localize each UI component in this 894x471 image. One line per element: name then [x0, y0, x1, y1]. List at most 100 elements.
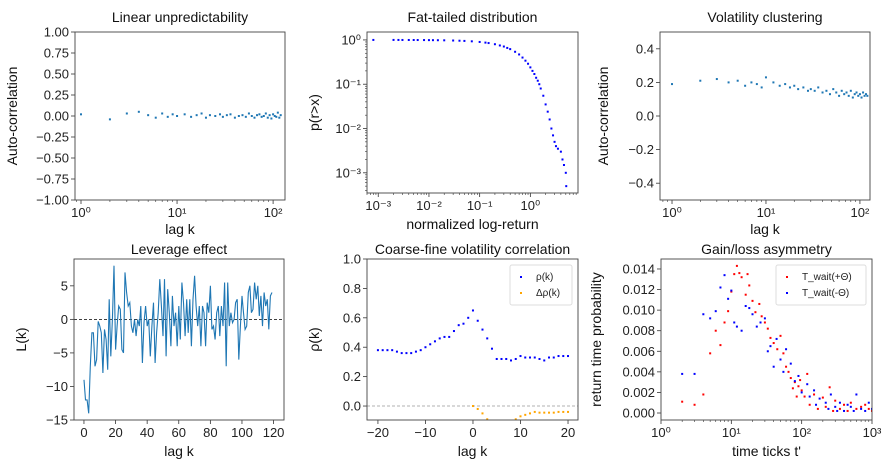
data-point	[827, 407, 830, 410]
data-point	[458, 39, 461, 42]
data-point	[244, 115, 247, 118]
data-point	[719, 286, 722, 289]
data-point	[836, 409, 839, 412]
legend-frame	[775, 264, 867, 306]
data-point	[487, 42, 490, 45]
y-tick-label: 0.8	[343, 281, 361, 296]
data-point	[846, 409, 849, 412]
data-point	[416, 39, 419, 42]
data-point	[237, 115, 240, 117]
data-point	[847, 94, 850, 97]
data-point	[800, 391, 803, 394]
y-axis-label: return time probability	[588, 272, 604, 407]
data-point	[562, 355, 565, 358]
data-point	[392, 38, 395, 41]
data-point	[452, 39, 455, 42]
data-point	[529, 66, 532, 69]
data-point	[769, 336, 772, 339]
data-point	[476, 319, 479, 322]
data-point	[849, 405, 852, 408]
legend-label: T_wait(-Θ)	[802, 288, 849, 299]
data-point	[514, 357, 517, 360]
data-point	[484, 41, 487, 44]
data-point	[867, 407, 870, 410]
data-point	[229, 113, 232, 116]
data-point	[855, 407, 858, 410]
data-point	[795, 395, 798, 398]
data-point	[808, 395, 811, 398]
data-point	[813, 89, 816, 92]
data-point	[125, 112, 128, 115]
data-point	[557, 410, 560, 413]
x-tick-label: −20	[367, 425, 389, 440]
data-point	[733, 273, 736, 276]
data-point	[542, 94, 545, 97]
x-tick-label: 10⁻³	[365, 198, 391, 213]
x-tick-label: 80	[203, 425, 217, 440]
data-point	[386, 349, 389, 352]
y-tick-label: −0.50	[36, 151, 69, 166]
x-axis-label: time ticks t'	[732, 443, 801, 459]
data-point	[514, 418, 517, 420]
legend-label: T_wait(+Θ)	[802, 272, 852, 283]
data-point	[557, 355, 560, 358]
data-point	[855, 393, 858, 396]
data-point	[843, 403, 846, 406]
data-point	[372, 38, 375, 41]
x-tick-label: −10	[414, 425, 436, 440]
data-point	[793, 381, 796, 384]
x-tick-label: 10	[513, 425, 527, 440]
x-tick-label: 0	[80, 425, 87, 440]
data-point	[527, 62, 530, 65]
data-point	[496, 427, 498, 429]
axes-frame	[366, 258, 579, 421]
data-point	[510, 421, 512, 423]
data-point	[505, 424, 507, 426]
data-point	[709, 352, 712, 355]
data-point	[860, 407, 863, 410]
data-point	[514, 50, 517, 53]
data-point	[400, 352, 403, 355]
data-point	[505, 357, 508, 360]
data-point	[766, 350, 769, 353]
data-point	[772, 342, 775, 345]
data-point	[490, 347, 493, 350]
data-point	[802, 86, 805, 89]
y-tick-label: 0.6	[343, 310, 361, 325]
legend-marker	[520, 276, 522, 278]
data-point	[834, 405, 837, 408]
data-point	[161, 112, 164, 115]
data-point	[538, 83, 541, 86]
data-point	[787, 370, 790, 373]
data-point	[775, 337, 778, 340]
data-point	[225, 114, 228, 117]
data-point	[782, 352, 785, 355]
data-point	[433, 340, 436, 343]
data-point	[219, 113, 222, 116]
data-point	[693, 403, 696, 406]
axes-frame	[660, 258, 873, 421]
data-point	[835, 91, 838, 94]
x-axis-label: lag k	[458, 443, 489, 459]
data-point	[849, 401, 852, 404]
data-point	[256, 114, 259, 117]
data-point	[531, 69, 534, 72]
data-point	[491, 424, 493, 426]
data-point	[760, 315, 763, 318]
data-point	[264, 112, 267, 115]
data-point	[276, 111, 279, 114]
data-point	[553, 140, 556, 143]
y-tick-label: −0.75	[36, 172, 69, 187]
data-point	[431, 39, 434, 42]
data-point	[481, 328, 484, 331]
data-point	[250, 115, 253, 117]
data-point	[863, 94, 866, 97]
y-tick-label: 0.0	[343, 399, 361, 414]
data-point	[258, 113, 261, 116]
data-point	[429, 343, 432, 346]
x-tick-label: 0	[469, 425, 476, 440]
data-point	[554, 145, 557, 148]
x-tick-label: 10⁰	[651, 425, 671, 440]
y-tick-label: −0.2	[628, 142, 654, 157]
data-point	[564, 171, 567, 174]
